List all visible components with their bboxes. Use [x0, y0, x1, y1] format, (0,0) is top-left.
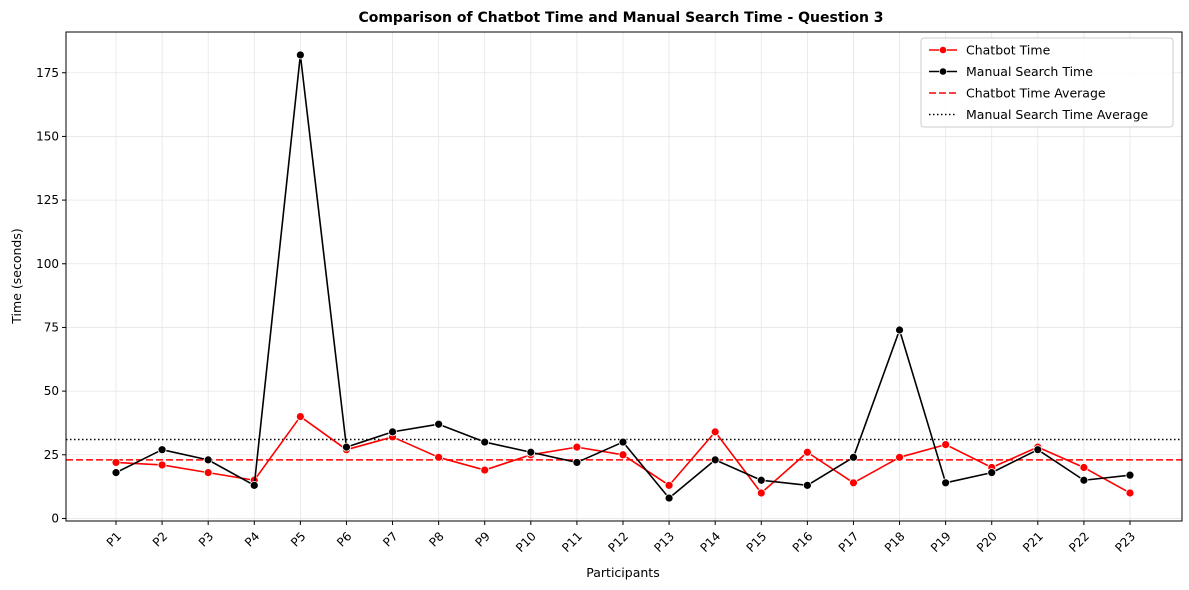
data-point: [1033, 445, 1043, 455]
x-tick-label: P13: [651, 529, 677, 555]
x-tick-label: P17: [836, 529, 862, 555]
y-axis-label: Time (seconds): [9, 228, 24, 324]
data-point: [157, 445, 167, 455]
x-tick-label: P21: [1020, 529, 1046, 555]
legend-label: Manual Search Time: [966, 64, 1093, 79]
legend-box: [920, 37, 1174, 128]
y-tick-label: 0: [51, 511, 59, 525]
x-tick-label: P22: [1066, 529, 1092, 555]
data-point: [526, 447, 536, 457]
data-point: [480, 465, 490, 475]
legend-label: Chatbot Time Average: [966, 86, 1106, 101]
data-point: [710, 427, 720, 437]
x-tick-label: P6: [334, 529, 354, 549]
data-point: [710, 455, 720, 465]
data-point: [480, 437, 490, 447]
data-point: [664, 493, 674, 503]
data-point: [434, 419, 444, 429]
x-tick-label: P7: [380, 529, 400, 549]
data-point: [572, 442, 582, 452]
y-tick-label: 25: [44, 448, 59, 462]
data-point: [941, 478, 951, 488]
data-point: [342, 442, 351, 452]
data-point: [664, 480, 674, 490]
chart-title: Comparison of Chatbot Time and Manual Se…: [358, 10, 883, 26]
data-point: [157, 460, 167, 470]
x-tick-label: P12: [605, 529, 631, 555]
data-point: [849, 452, 858, 462]
x-tick-label: P15: [744, 529, 770, 555]
data-point: [295, 50, 305, 60]
x-tick-label: P10: [513, 529, 539, 555]
data-point: [111, 468, 121, 478]
x-tick-label: P4: [242, 529, 262, 549]
x-tick-label: P5: [288, 529, 308, 549]
legend-marker: [939, 46, 947, 54]
data-point: [895, 452, 904, 462]
series-1: [111, 50, 1135, 503]
x-tick-label: P8: [426, 529, 446, 549]
data-point: [388, 427, 397, 437]
x-tick-label: P2: [150, 529, 170, 549]
x-axis-label: Participants: [586, 565, 659, 580]
data-point: [295, 412, 305, 421]
data-point: [1079, 475, 1089, 485]
x-tick-label: P19: [928, 529, 954, 555]
legend-label: Chatbot Time: [966, 43, 1051, 58]
legend-marker: [939, 67, 947, 76]
reference-lines: [66, 438, 1182, 461]
y-tick-label: 50: [44, 384, 59, 398]
data-point: [203, 468, 213, 478]
grid-layer: [66, 32, 1182, 521]
y-tick-label: 150: [36, 129, 59, 143]
data-point: [756, 488, 766, 498]
y-tick-label: 125: [36, 193, 59, 207]
x-tick-label: P23: [1112, 529, 1138, 555]
data-point: [756, 475, 766, 485]
data-point: [802, 480, 812, 490]
data-point: [572, 458, 582, 467]
x-ticks: P1 P2 P3 P4 P5 P6 P7 P8 P9 P10 P11 P12 P13 P14 P15 P16 P…: [104, 521, 1138, 555]
data-point: [987, 468, 997, 478]
data-point: [1125, 488, 1135, 498]
legend: Chatbot Time Manual Search Time Chatbot Ti…: [920, 37, 1174, 128]
data-point: [249, 480, 259, 490]
data-point: [618, 437, 628, 447]
x-tick-label: P11: [559, 529, 585, 555]
y-tick-label: 175: [36, 66, 59, 80]
legend-item: Chatbot Time Average: [929, 86, 1106, 101]
y-tick-label: 100: [36, 257, 59, 271]
data-point: [1079, 463, 1089, 472]
x-tick-label: P9: [472, 529, 492, 549]
data-point: [895, 325, 904, 335]
plot-frame: [65, 31, 1183, 522]
x-tick-label: P16: [790, 529, 816, 555]
data-point: [618, 450, 628, 460]
data-point: [849, 478, 858, 488]
y-ticks: 0 25 50 75 100 125 150 175: [36, 66, 66, 525]
data-point: [111, 458, 121, 467]
x-tick-label: P3: [196, 529, 216, 549]
x-tick-label: P18: [882, 529, 908, 555]
legend-label: Manual Search Time Average: [966, 107, 1149, 122]
legend-item: Manual Search Time Average: [929, 107, 1149, 122]
legend-item: Manual Search Time: [929, 64, 1093, 79]
series-layer: [111, 50, 1135, 503]
data-point: [802, 447, 812, 457]
data-point: [1125, 470, 1135, 480]
legend-item: Chatbot Time: [929, 43, 1051, 58]
data-point: [941, 440, 951, 449]
y-tick-label: 75: [44, 320, 59, 334]
x-tick-label: P14: [697, 529, 723, 555]
data-point: [434, 452, 444, 462]
data-point: [203, 455, 213, 465]
x-tick-label: P1: [104, 529, 124, 549]
x-tick-label: P20: [974, 529, 1000, 555]
